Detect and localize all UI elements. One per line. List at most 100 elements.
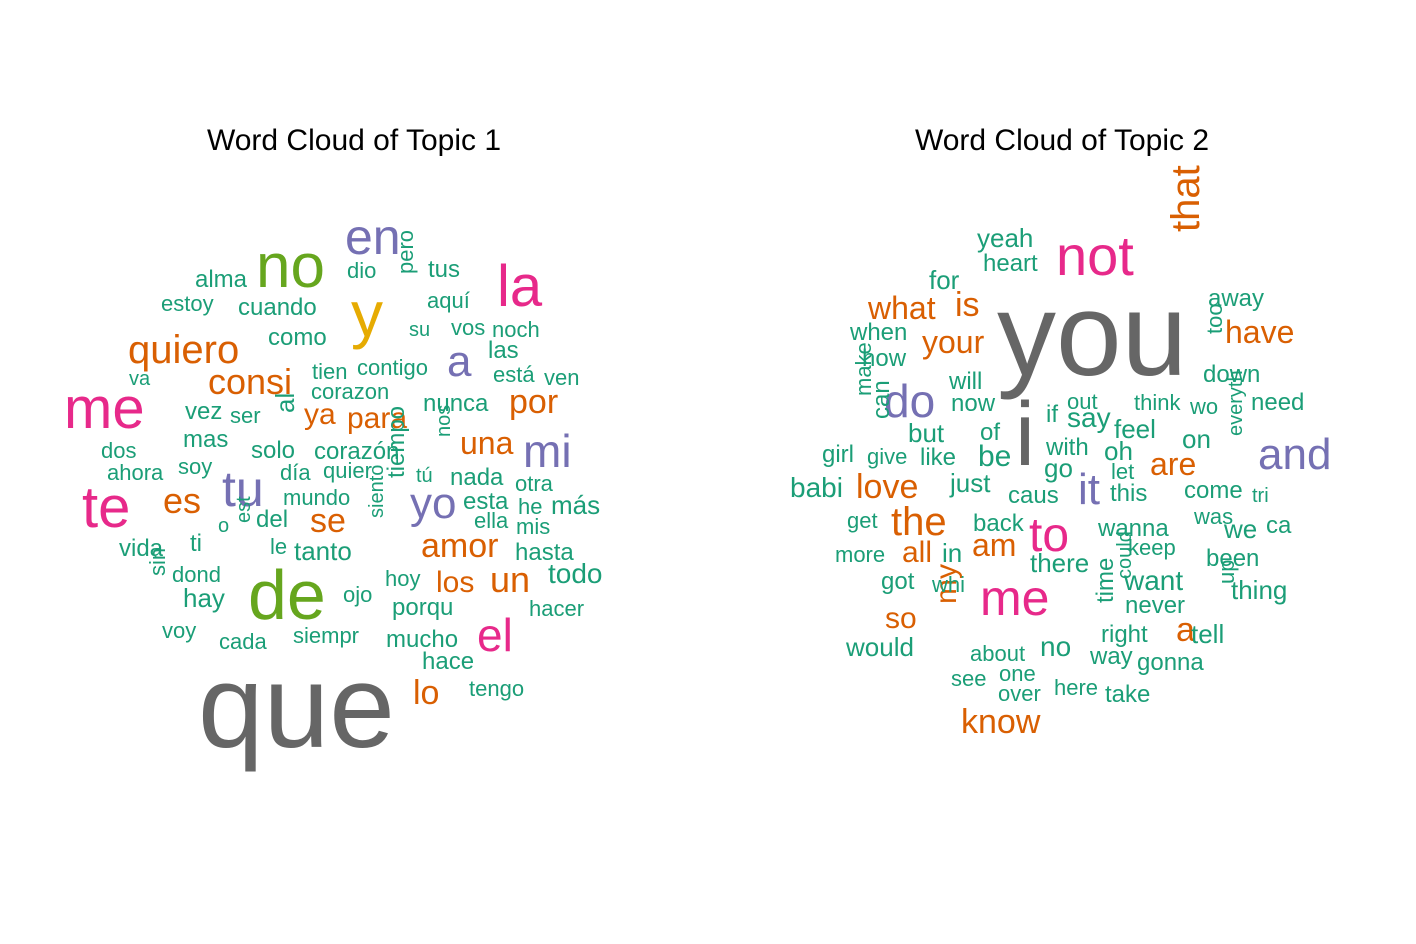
cloud-word: el xyxy=(477,609,513,661)
cloud-word: thing xyxy=(1231,575,1288,605)
cloud-word: tu xyxy=(222,461,264,517)
cloud-word: las xyxy=(488,337,519,364)
cloud-word: the xyxy=(891,500,947,544)
cloud-word: como xyxy=(268,324,327,351)
cloud-word: know xyxy=(961,703,1041,741)
cloud-word: tiempo xyxy=(383,405,410,478)
cloud-word: need xyxy=(1251,389,1305,416)
cloud-word: out xyxy=(1067,389,1098,414)
cloud-word: i xyxy=(1015,385,1035,485)
cloud-word: think xyxy=(1134,390,1181,415)
cloud-word: way xyxy=(1090,643,1133,670)
cloud-word: what xyxy=(868,290,936,326)
cloud-word: if xyxy=(1046,401,1058,428)
cloud-word: and xyxy=(1258,430,1332,479)
cloud-word: tus xyxy=(428,256,461,283)
cloud-word: mis xyxy=(516,514,551,539)
cloud-word: voy xyxy=(162,618,197,643)
cloud-word: tengo xyxy=(469,676,525,701)
cloud-word: ven xyxy=(544,365,580,390)
cloud-word: dio xyxy=(347,258,377,283)
cloud-word: love xyxy=(856,468,919,506)
cloud-word: heart xyxy=(983,250,1038,277)
cloud-word: mi xyxy=(523,425,572,477)
cloud-word: una xyxy=(460,425,514,461)
cloud-word: quiero xyxy=(128,328,240,372)
cloud-word: del xyxy=(256,506,289,533)
cloud-word: of xyxy=(980,419,1001,446)
cloud-word: give xyxy=(867,444,908,469)
cloud-word: sin xyxy=(145,548,170,577)
cloud-word: never xyxy=(1125,592,1186,619)
cloud-word: now xyxy=(951,390,996,417)
word-cloud-area: you i not me to that do it and yeah heart for what is… xyxy=(708,0,1416,944)
cloud-word: is xyxy=(955,286,980,324)
cloud-word: le xyxy=(270,534,288,559)
cloud-word: take xyxy=(1105,681,1151,708)
cloud-word: me xyxy=(64,376,145,441)
cloud-word: away xyxy=(1208,285,1265,312)
cloud-word: siempr xyxy=(293,623,360,648)
cloud-word: no xyxy=(256,232,325,301)
cloud-word: al xyxy=(270,392,300,414)
cloud-word: otra xyxy=(515,471,553,496)
cloud-word: corazon xyxy=(311,379,390,404)
cloud-word: solo xyxy=(251,437,296,464)
cloud-word: un xyxy=(490,559,531,600)
cloud-word: this xyxy=(1110,480,1148,507)
cloud-word: aquí xyxy=(427,288,470,313)
cloud-word: tú xyxy=(416,465,433,487)
cloud-word: se xyxy=(310,502,346,540)
cloud-word: back xyxy=(973,510,1024,537)
cloud-word: how xyxy=(862,345,907,372)
cloud-word: can xyxy=(868,380,895,419)
cloud-word: tanto xyxy=(294,536,352,566)
cloud-word: est xyxy=(233,496,255,523)
cloud-word: wanna xyxy=(1098,515,1169,542)
cloud-word: consi xyxy=(208,361,293,402)
cloud-word: your xyxy=(922,324,985,360)
cloud-word: right xyxy=(1101,621,1148,648)
cloud-word: been xyxy=(1206,545,1260,572)
cloud-word: nada xyxy=(450,464,504,491)
cloud-word: a xyxy=(447,337,472,386)
cloud-word: hace xyxy=(422,648,475,675)
cloud-word: nunca xyxy=(423,390,489,417)
cloud-word: nos xyxy=(433,404,455,437)
cloud-word: de xyxy=(248,556,326,634)
cloud-word: mucho xyxy=(386,626,459,653)
cloud-word: contigo xyxy=(357,355,428,380)
cloud-word: ya xyxy=(304,398,336,431)
cloud-word: wo xyxy=(1190,394,1219,419)
cloud-word: más xyxy=(551,490,601,520)
cloud-word: are xyxy=(1150,446,1197,482)
word-cloud-area: que de no y en la me te el tu a mi yo quiero consi es se… xyxy=(64,212,603,773)
cloud-word: but xyxy=(908,418,945,448)
cloud-word: hacer xyxy=(529,596,585,621)
cloud-word: ahora xyxy=(107,460,164,485)
cloud-word: vida xyxy=(119,535,164,562)
cloud-word: oh xyxy=(1104,436,1133,466)
cloud-word: dos xyxy=(101,438,137,463)
cloud-word: caus xyxy=(1008,482,1059,509)
cloud-word: todo xyxy=(548,558,603,589)
cloud-word: like xyxy=(920,444,957,471)
cloud-word: que xyxy=(198,641,395,773)
cloud-word: yo xyxy=(410,479,457,528)
cloud-word: gonna xyxy=(1137,649,1204,676)
cloud-word: whi xyxy=(932,572,966,597)
cloud-word: quier xyxy=(323,458,372,483)
cloud-word: have xyxy=(1225,314,1295,350)
cloud-word: está xyxy=(493,362,535,387)
cloud-word: por xyxy=(509,383,559,421)
word-cloud-topic-2: Word Cloud of Topic 2 you i not me to that do i… xyxy=(708,0,1416,944)
cloud-word: all xyxy=(902,536,933,569)
cloud-word: y xyxy=(351,278,383,350)
cloud-word: feel xyxy=(1114,414,1156,444)
cloud-word: in xyxy=(942,538,963,568)
cloud-word: la xyxy=(497,254,543,319)
cloud-word: for xyxy=(929,265,960,295)
cloud-word: te xyxy=(82,475,131,540)
cloud-word: get xyxy=(847,508,878,533)
cloud-word: corazón xyxy=(314,438,400,465)
